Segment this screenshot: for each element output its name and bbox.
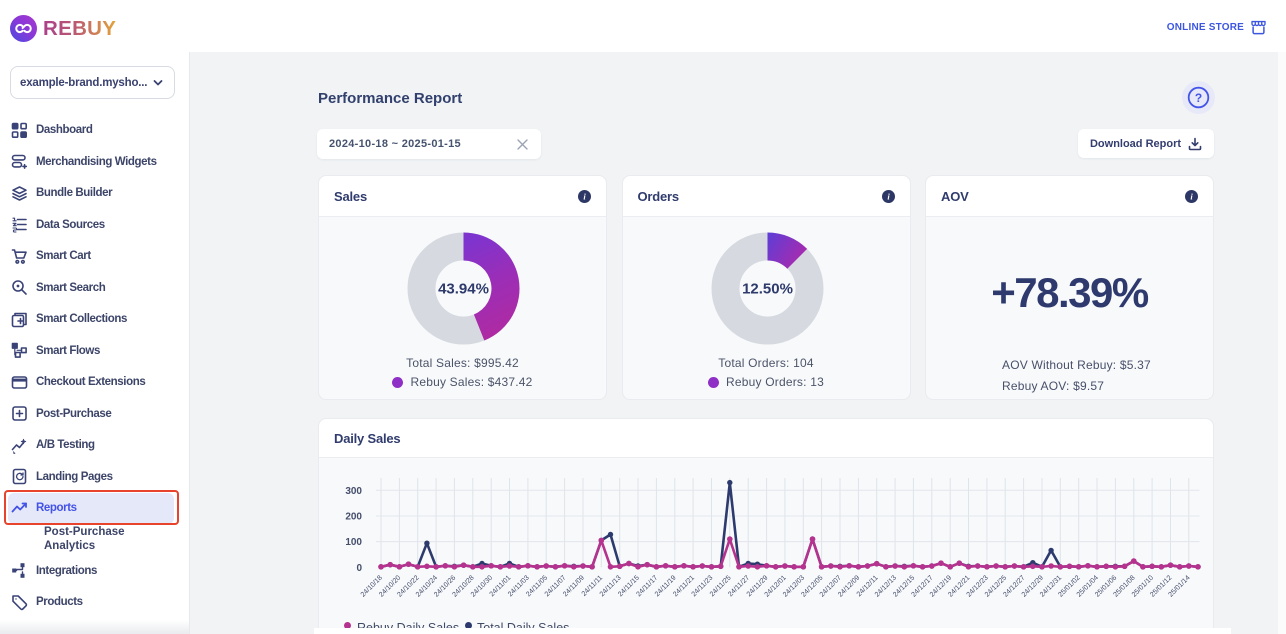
svg-text:300: 300 xyxy=(345,486,362,497)
svg-text:i: i xyxy=(887,191,890,201)
svg-text:43.94%: 43.94% xyxy=(438,280,489,297)
svg-text:100: 100 xyxy=(345,537,362,548)
svg-text:200: 200 xyxy=(345,512,362,523)
svg-text:i: i xyxy=(583,191,586,201)
svg-text:12.50%: 12.50% xyxy=(742,280,793,297)
svg-text:?: ? xyxy=(1195,91,1202,105)
svg-text:0: 0 xyxy=(356,563,362,574)
svg-text:i: i xyxy=(1190,191,1193,201)
